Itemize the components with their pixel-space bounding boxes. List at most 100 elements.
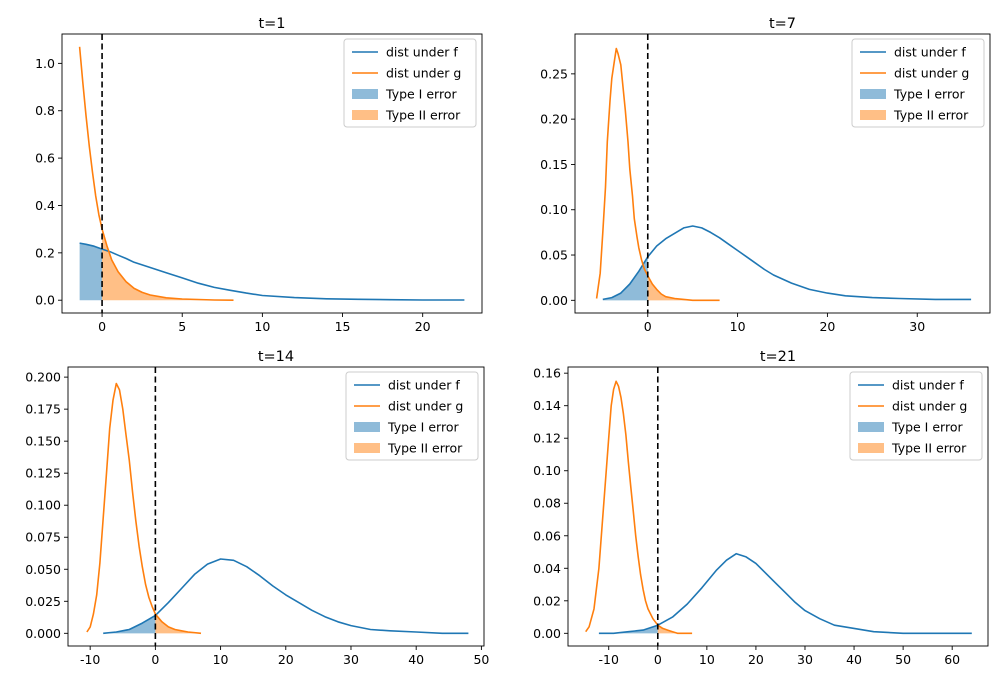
legend-label: Type I error xyxy=(893,87,965,102)
x-tick-label: 10 xyxy=(730,319,746,334)
subplot-title: t=14 xyxy=(258,349,294,365)
x-tick-label: 10 xyxy=(254,319,270,334)
legend-box xyxy=(849,371,983,461)
legend-box xyxy=(345,371,479,461)
x-tick-label: 20 xyxy=(819,319,835,334)
subplot-3: -10 0 10 20 30 40 50 0.000 0.025 0.050 0.075 0.100 0… xyxy=(25,349,489,667)
y-tick-label: 0.8 xyxy=(35,103,55,118)
series-line-f xyxy=(602,225,972,301)
legend-label: dist under g xyxy=(388,399,463,414)
legend-patch-swatch xyxy=(354,422,380,432)
x-tick-label: 10 xyxy=(213,652,229,667)
y-tick-label: 0.08 xyxy=(533,496,561,511)
y-tick-label: 0.100 xyxy=(25,498,61,513)
y-tick-label: 0.2 xyxy=(35,245,55,260)
legend-label: Type I error xyxy=(385,87,457,102)
x-tick-label: 20 xyxy=(415,319,431,334)
legend-label: dist under g xyxy=(386,66,461,81)
y-tick-label: 0.000 xyxy=(25,626,61,641)
type-i-error-area xyxy=(103,615,156,634)
x-tick-label: 0 xyxy=(151,652,159,667)
x-tick-label: 60 xyxy=(944,652,960,667)
legend-label: Type II error xyxy=(893,108,969,123)
y-tick-label: 0.25 xyxy=(540,66,568,81)
legend-patch-swatch xyxy=(858,422,884,432)
y-tick-label: 0.6 xyxy=(35,151,55,166)
y-tick-label: 0.00 xyxy=(540,293,568,308)
legend-patch-swatch xyxy=(860,89,886,99)
x-tick-label: 10 xyxy=(699,652,715,667)
x-tick-label: 40 xyxy=(408,652,424,667)
legend-label: dist under f xyxy=(388,378,460,393)
y-tick-label: 0.02 xyxy=(533,593,561,608)
y-tick-label: 0.05 xyxy=(540,248,568,263)
y-tick-label: 0.4 xyxy=(35,198,55,213)
type-ii-error-area xyxy=(657,625,693,634)
y-tick-label: 0.00 xyxy=(533,626,561,641)
legend-label: dist under g xyxy=(894,66,969,81)
type-i-error-area xyxy=(602,256,648,301)
legend-label: Type II error xyxy=(387,441,463,456)
x-tick-label: -10 xyxy=(599,652,619,667)
legend-patch-swatch xyxy=(860,110,886,120)
subplot-title: t=1 xyxy=(258,16,285,32)
type-ii-error-area xyxy=(155,614,202,634)
series-line-g xyxy=(86,382,202,635)
y-tick-label: 0.10 xyxy=(533,463,561,478)
type-ii-error-area xyxy=(102,229,234,301)
x-tick-label: 40 xyxy=(846,652,862,667)
x-tick-label: 0 xyxy=(98,319,106,334)
legend-label: Type I error xyxy=(387,420,459,435)
legend-patch-swatch xyxy=(354,443,380,453)
y-tick-label: 0.075 xyxy=(25,530,61,545)
x-tick-label: 20 xyxy=(278,652,294,667)
subplot-4: -10 0 10 20 30 40 50 60 0.00 0.02 0.04 0.06 0.08 0.10… xyxy=(533,349,989,667)
x-tick-label: 50 xyxy=(473,652,489,667)
x-tick-label: 5 xyxy=(178,319,186,334)
y-tick-label: 0.025 xyxy=(25,594,61,609)
y-tick-label: 0.12 xyxy=(533,431,561,446)
y-tick-label: 0.20 xyxy=(540,112,568,127)
y-tick-label: 0.06 xyxy=(533,528,561,543)
subplot-title: t=7 xyxy=(769,16,796,32)
y-tick-label: 0.15 xyxy=(540,157,568,172)
legend-label: dist under f xyxy=(894,45,966,60)
x-tick-label: 20 xyxy=(748,652,764,667)
legend-box xyxy=(343,38,477,128)
legend-box xyxy=(851,38,985,128)
series-line-g xyxy=(78,46,234,301)
series-line-g xyxy=(585,380,693,635)
type-i-error-area xyxy=(79,243,103,301)
y-tick-label: 0.0 xyxy=(35,293,55,308)
x-tick-label: 30 xyxy=(909,319,925,334)
y-tick-label: 0.14 xyxy=(533,398,561,413)
legend-label: dist under f xyxy=(386,45,458,60)
axes-frame xyxy=(67,366,485,647)
x-tick-label: 0 xyxy=(654,652,662,667)
x-tick-label: 30 xyxy=(343,652,359,667)
legend-label: dist under f xyxy=(892,378,964,393)
subplot-1: 0 5 10 15 20 0.0 0.2 0.4 0.6 0.8 1.0 t=1 dist under … xyxy=(35,16,483,334)
legend-patch-swatch xyxy=(352,110,378,120)
legend-label: Type II error xyxy=(385,108,461,123)
y-tick-label: 0.175 xyxy=(25,402,61,417)
x-tick-label: -10 xyxy=(80,652,100,667)
y-tick-label: 0.125 xyxy=(25,466,61,481)
x-tick-label: 30 xyxy=(797,652,813,667)
legend-label: dist under g xyxy=(892,399,967,414)
y-tick-label: 0.10 xyxy=(540,202,568,217)
y-tick-label: 1.0 xyxy=(35,56,55,71)
axes-frame xyxy=(574,33,991,314)
y-tick-label: 0.16 xyxy=(533,366,561,381)
axes-frame xyxy=(567,366,989,647)
y-tick-label: 0.150 xyxy=(25,434,61,449)
legend-patch-swatch xyxy=(352,89,378,99)
legend-label: Type II error xyxy=(891,441,967,456)
y-tick-label: 0.050 xyxy=(25,562,61,577)
type-i-error-area xyxy=(598,625,658,634)
type-ii-error-area xyxy=(647,275,720,301)
legend-patch-swatch xyxy=(858,443,884,453)
x-tick-label: 50 xyxy=(895,652,911,667)
y-tick-label: 0.200 xyxy=(25,370,61,385)
